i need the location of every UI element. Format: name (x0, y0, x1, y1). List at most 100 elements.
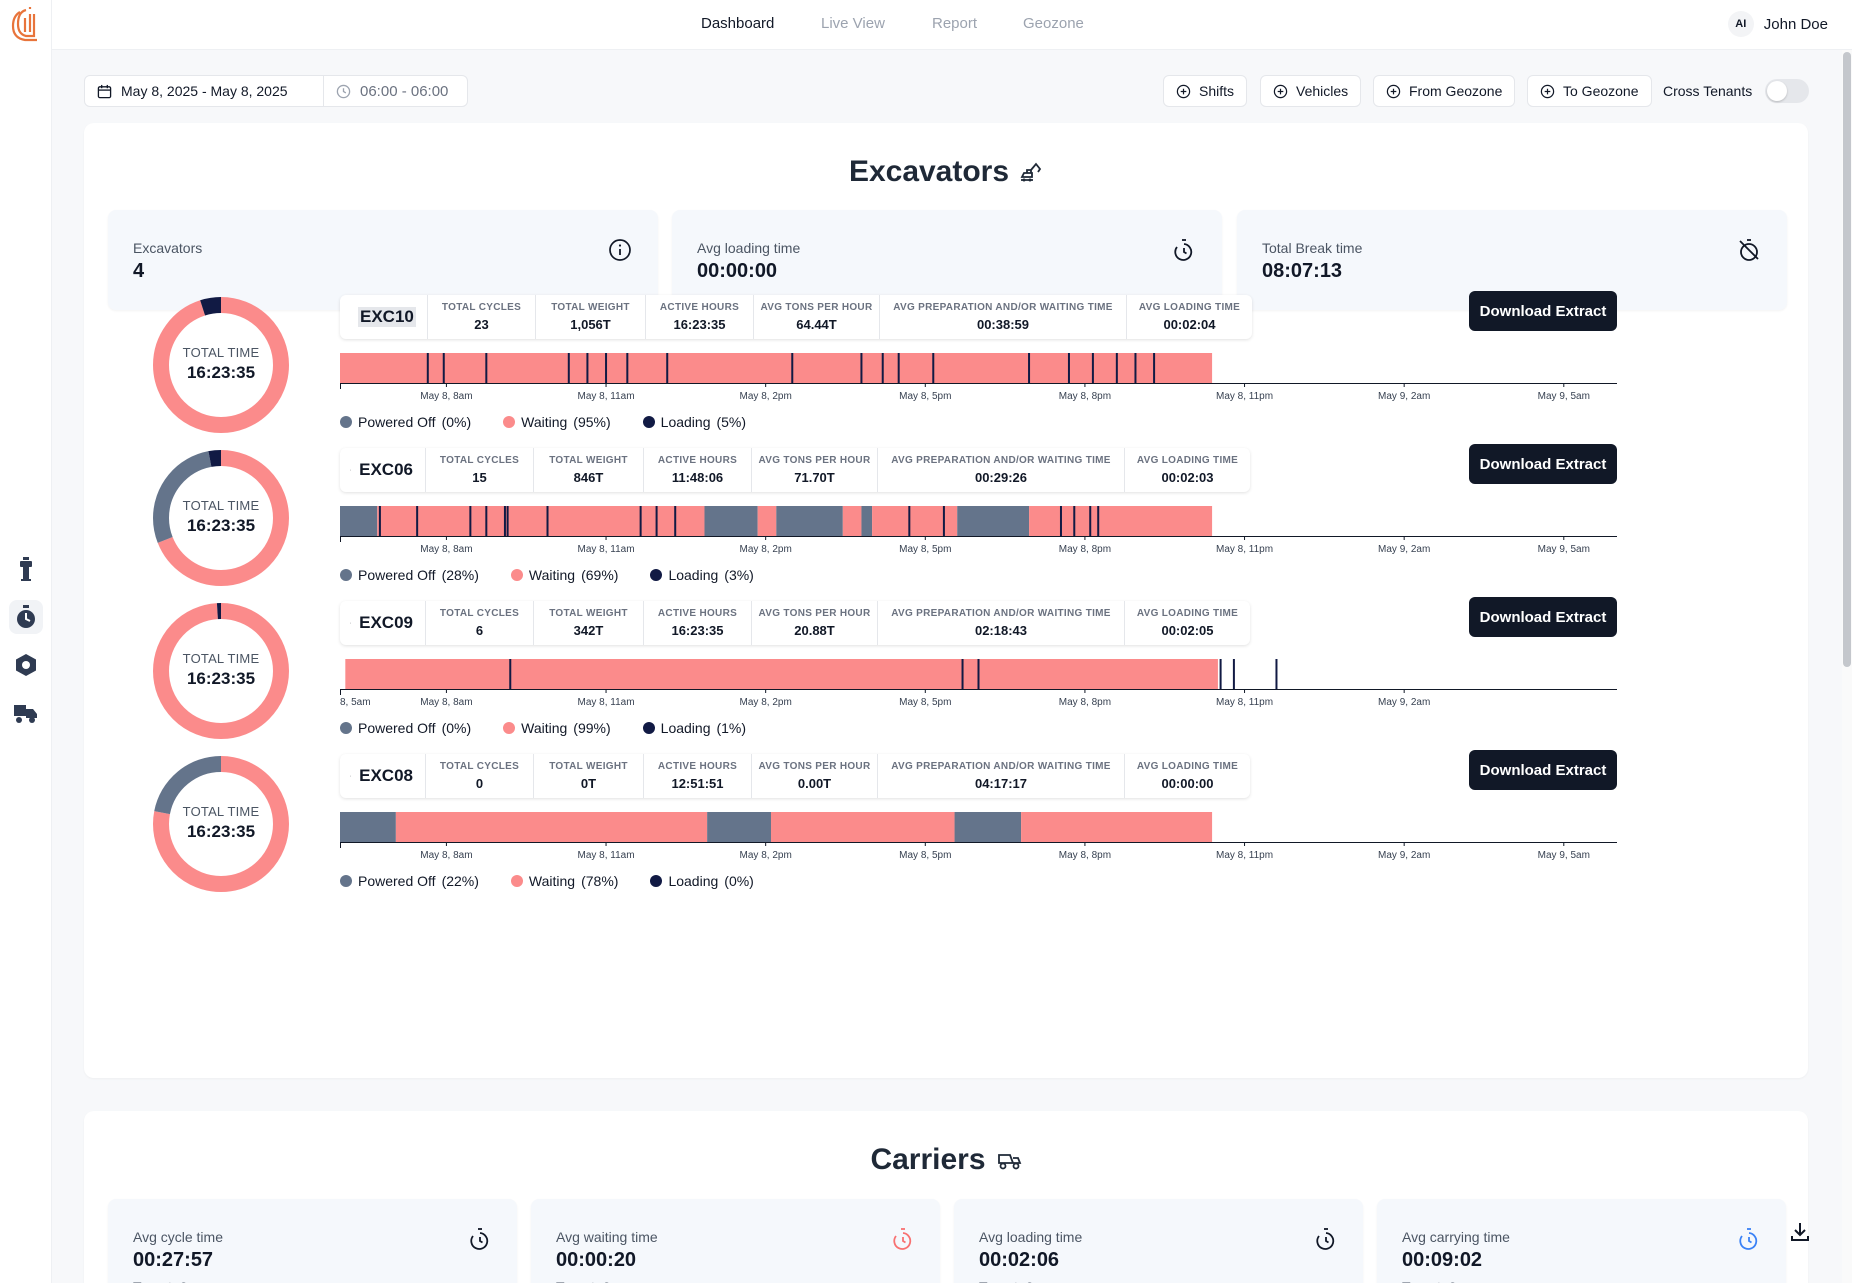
legend-item-off[interactable]: Powered Off (0%) (340, 720, 471, 736)
metric-cell: ACTIVE HOURS 12:51:51 (644, 754, 752, 798)
timeline-tick-label: May 9, 2am (1378, 697, 1430, 708)
tab-report[interactable]: Report (932, 15, 978, 32)
timeline-tick-label: May 9, 2am (1378, 544, 1430, 555)
legend-item-load[interactable]: Loading (1%) (642, 720, 747, 736)
activity-timeline: 8, 5am May 8, 8am May 8, 11am May 8, 2pm May… (340, 659, 1617, 708)
timeline-loading-mark (1153, 353, 1156, 383)
metric-header: AVG TONS PER HOUR (758, 455, 871, 466)
date-range-picker[interactable]: May 8, 2025 - May 8, 2025 (85, 76, 324, 106)
legend-item-load[interactable]: Loading (3%) (650, 567, 754, 583)
calendar-icon (97, 84, 112, 98)
stopwatch-nav-icon[interactable] (9, 600, 43, 634)
legend-label: Loading (660, 720, 711, 736)
activity-timeline: May 8, 8am May 8, 11am May 8, 2pm May 8, 5p… (340, 812, 1617, 861)
timeline-loading-mark (1067, 353, 1070, 383)
legend-percent: (1%) (716, 720, 747, 736)
timer-icon (1739, 1228, 1758, 1250)
carriers-panel: Carriers Avg cycle time 00:27:57 Target: 0… (84, 1111, 1808, 1283)
legend-percent: (3%) (724, 567, 754, 583)
metric-cell: AVG LOADING TIME 00:02:03 (1125, 448, 1250, 492)
download-extract-button[interactable]: Download Extract (1469, 444, 1617, 484)
stat-target: Target: 0 (133, 1279, 187, 1283)
metric-cell: AVG LOADING TIME 00:00:00 (1125, 754, 1250, 798)
legend-item-wait[interactable]: Waiting (78%) (510, 873, 618, 889)
tab-dashboard[interactable]: Dashboard (701, 15, 775, 32)
app-logo[interactable] (10, 6, 40, 42)
stat-value: 08:07:13 (1262, 260, 1343, 282)
shifts-filter-button[interactable]: Shifts (1163, 75, 1248, 107)
metric-header: AVG PREPARATION AND/OR WAITING TIME (893, 302, 1113, 313)
metric-cell: AVG TONS PER HOUR 0.00T (752, 754, 878, 798)
legend-label: Powered Off (358, 873, 436, 889)
user-menu[interactable]: AI John Doe (1727, 11, 1828, 37)
legend-percent: (22%) (441, 873, 479, 889)
timeline-loading-mark (942, 506, 945, 536)
legend-item-off[interactable]: Powered Off (28%) (340, 567, 479, 583)
download-icon[interactable] (1778, 1210, 1822, 1254)
timeline-loading-mark (485, 506, 488, 536)
cross-tenants-toggle[interactable] (1765, 79, 1809, 103)
to-geozone-filter-button[interactable]: To Geozone (1527, 75, 1652, 107)
legend-item-wait[interactable]: Waiting (99%) (503, 720, 611, 736)
timer-icon (1316, 1228, 1335, 1250)
legend-dot (503, 722, 516, 734)
timeline-segment-off (861, 506, 873, 536)
legend-percent: (0%) (724, 873, 754, 889)
legend-item-wait[interactable]: Waiting (95%) (503, 414, 611, 430)
tab-live-view[interactable]: Live View (821, 15, 885, 32)
download-extract-button[interactable]: Download Extract (1469, 750, 1617, 790)
info-icon[interactable] (608, 238, 632, 262)
legend-label: Waiting (521, 414, 568, 430)
cross-tenants-label: Cross Tenants (1663, 83, 1753, 99)
excavators-heading: Excavators (848, 155, 1010, 188)
timeline-segment-wait (770, 812, 955, 842)
hexagon-settings-icon[interactable] (9, 648, 43, 682)
plus-circle-icon (1273, 84, 1288, 98)
metric-header: AVG PREPARATION AND/OR WAITING TIME (891, 608, 1111, 619)
metric-value: 342T (573, 623, 604, 638)
legend-item-wait[interactable]: Waiting (69%) (510, 567, 618, 583)
metric-header: TOTAL WEIGHT (551, 302, 630, 313)
timeline-loading-mark (1219, 659, 1222, 689)
legend-item-load[interactable]: Loading (0%) (650, 873, 754, 889)
time-range-picker[interactable]: 06:00 - 06:00 (324, 76, 460, 106)
excavator-metrics: EXC10 TOTAL CYCLES 23 TOTAL WEIGHT 1,056T ACT… (340, 295, 1252, 339)
metric-value: 0.00T (797, 776, 832, 791)
timeline-tick-label: 8, 5am (340, 697, 371, 708)
tab-geozone[interactable]: Geozone (1023, 15, 1084, 32)
scrollbar-thumb[interactable] (1843, 52, 1851, 667)
timeline-segment-wait (842, 506, 862, 536)
metric-header: ACTIVE HOURS (657, 761, 738, 772)
timeline-segment-wait (395, 812, 708, 842)
timeline-segment-wait (345, 659, 1218, 689)
excavator-name: EXC10 (340, 295, 428, 339)
timeline-tick-label: May 8, 11pm (1216, 391, 1273, 402)
from-geozone-filter-button[interactable]: From Geozone (1373, 75, 1516, 107)
metric-header: AVG PREPARATION AND/OR WAITING TIME (891, 761, 1111, 772)
metric-value: 71.70T (794, 470, 835, 485)
timeline-loading-mark (586, 353, 589, 383)
metric-cell: AVG PREPARATION AND/OR WAITING TIME 00:38… (880, 295, 1127, 339)
metric-header: ACTIVE HOURS (657, 455, 738, 466)
excavator-metrics: EXC08 TOTAL CYCLES 0 TOTAL WEIGHT 0T ACTIVE H… (340, 754, 1250, 798)
truck-icon[interactable] (9, 696, 43, 730)
vehicles-filter-button[interactable]: Vehicles (1260, 75, 1362, 107)
total-time-value: 16:23:35 (186, 822, 256, 841)
metric-header: TOTAL CYCLES (439, 608, 520, 619)
legend-item-off[interactable]: Powered Off (0%) (340, 414, 471, 430)
tower-icon[interactable] (9, 552, 43, 586)
metric-header: TOTAL CYCLES (439, 761, 520, 772)
legend-item-load[interactable]: Loading (5%) (642, 414, 746, 430)
download-extract-button[interactable]: Download Extract (1469, 291, 1617, 331)
download-extract-button[interactable]: Download Extract (1469, 597, 1617, 637)
legend-dot (650, 875, 663, 887)
plus-circle-icon (1176, 84, 1191, 98)
total-time-value: 16:23:35 (186, 363, 256, 382)
excavators-title: Excavators (84, 155, 1808, 189)
legend-item-off[interactable]: Powered Off (22%) (340, 873, 479, 889)
timeline-tick-label: May 8, 2pm (740, 697, 792, 708)
page-scrollbar[interactable] (1842, 50, 1852, 1283)
excavator-icon (1020, 162, 1042, 182)
legend-dot (642, 416, 655, 428)
donut-slice-load (153, 297, 289, 433)
